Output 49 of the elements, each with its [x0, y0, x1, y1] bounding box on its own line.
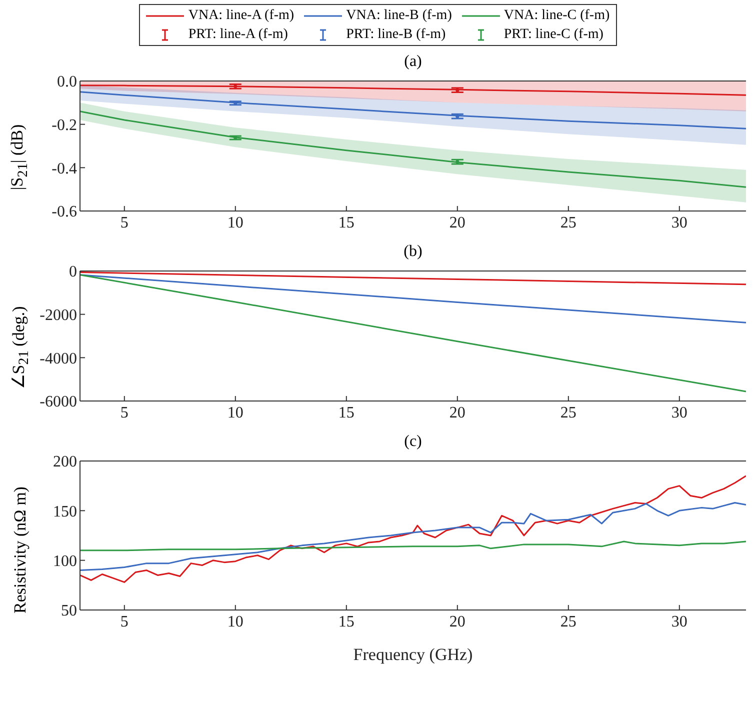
- line-series: [80, 110, 746, 188]
- line-series: [80, 274, 746, 392]
- chart-title: (a): [403, 52, 423, 72]
- chart-title: (b): [402, 242, 424, 262]
- x-tick-label: 30: [671, 214, 688, 232]
- y-tick-label: 0: [69, 264, 77, 281]
- line-series: [80, 540, 746, 552]
- y-tick-label: 150: [53, 503, 77, 520]
- line-series: [80, 475, 746, 583]
- x-tick-label: 15: [338, 613, 354, 630]
- x-tick-label: 20: [449, 404, 466, 422]
- line-series: [80, 502, 746, 572]
- y-tick-label: -6000: [40, 394, 77, 411]
- chart-title: (c): [403, 432, 423, 452]
- y-tick-label: 0.0: [57, 74, 77, 91]
- x-tick-label: 10: [227, 613, 244, 630]
- y-tick-label: 100: [53, 553, 77, 570]
- y-tick-label: -0.4: [52, 160, 77, 178]
- x-tick-label: 5: [120, 214, 128, 232]
- x-tick-label: 10: [227, 214, 244, 232]
- x-tick-label: 10: [227, 404, 244, 422]
- y-axis-title: Resistivity (nΩ m): [10, 486, 30, 614]
- legend-label: PRT: line-B (f-m): [346, 26, 446, 42]
- x-tick-label: 15: [338, 214, 354, 232]
- y-tick-label: 50: [61, 602, 77, 620]
- line-series: [80, 91, 746, 130]
- legend-label: PRT: line-A (f-m): [188, 26, 288, 42]
- x-tick-label: 25: [560, 214, 576, 232]
- legend-label: PRT: line-C (f-m): [504, 26, 604, 42]
- x-tick-label: 30: [671, 613, 688, 630]
- x-axis-title: Frequency (GHz): [353, 645, 473, 664]
- y-tick-label: -0.2: [52, 117, 77, 134]
- x-tick-label: 15: [338, 404, 354, 422]
- y-tick-label: -2000: [40, 307, 77, 324]
- y-tick-label: -0.6: [52, 204, 77, 221]
- line-series: [80, 274, 746, 324]
- legend-label: VNA: line-A (f-m): [188, 8, 294, 24]
- x-tick-label: 25: [560, 613, 576, 630]
- y-tick-label: 200: [53, 454, 77, 471]
- x-tick-label: 25: [560, 404, 576, 422]
- x-tick-label: 20: [449, 613, 466, 630]
- legend-label: VNA: line-C (f-m): [504, 8, 610, 24]
- x-tick-label: 30: [671, 404, 688, 422]
- x-tick-label: 5: [120, 613, 128, 630]
- x-tick-label: 20: [449, 214, 466, 232]
- legend-label: VNA: line-B (f-m): [346, 8, 452, 24]
- y-tick-label: -4000: [40, 350, 77, 368]
- x-tick-label: 5: [120, 404, 128, 422]
- line-series: [80, 84, 746, 96]
